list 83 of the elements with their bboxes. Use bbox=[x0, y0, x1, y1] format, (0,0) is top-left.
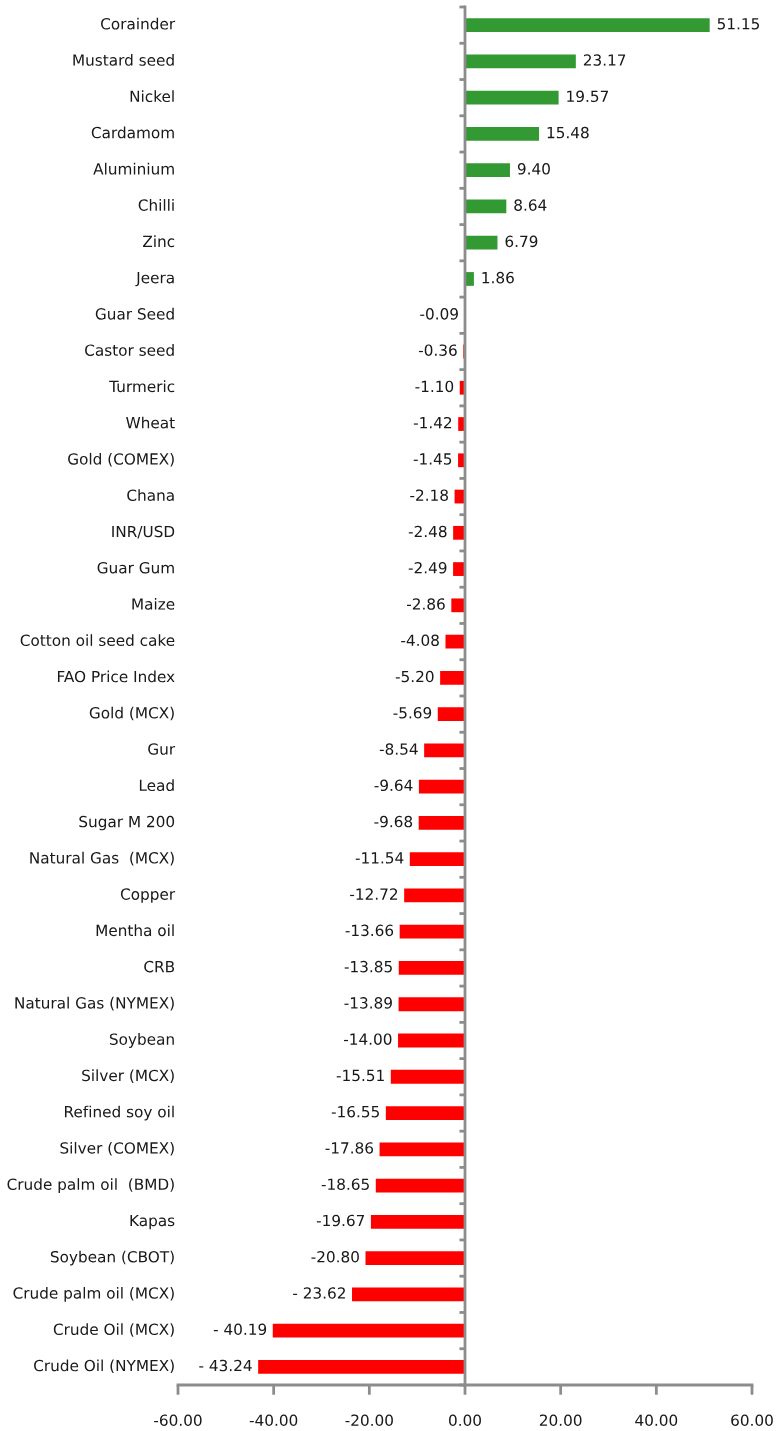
y-tick-label: Natural Gas (MCX) bbox=[30, 851, 174, 866]
y-tick-label: Guar Gum bbox=[97, 561, 174, 574]
data-label: 9.40 bbox=[517, 163, 550, 175]
data-label: -2.86 bbox=[406, 598, 445, 610]
data-label: -20.80 bbox=[311, 1250, 359, 1263]
data-label: 15.48 bbox=[547, 126, 589, 139]
data-label: -5.20 bbox=[395, 670, 434, 683]
y-tick-label: Corainder bbox=[101, 17, 176, 30]
data-label: -1.10 bbox=[415, 380, 454, 393]
y-tick-label: Kapas bbox=[130, 1214, 175, 1230]
y-tick-label: Castor seed bbox=[85, 344, 174, 356]
data-label: 23.17 bbox=[583, 54, 626, 66]
y-tick-label: Sugar M 200 bbox=[79, 815, 175, 831]
data-label: -0.36 bbox=[418, 344, 457, 356]
y-tick-label: Zinc bbox=[143, 235, 175, 248]
y-tick-label: Crude palm oil (MCX) bbox=[13, 1286, 174, 1302]
data-label: -9.68 bbox=[374, 815, 413, 828]
y-tick-label: Soybean (CBOT) bbox=[50, 1250, 174, 1266]
data-label: 8.64 bbox=[514, 199, 547, 211]
y-tick-label: INR/USD bbox=[112, 525, 175, 539]
y-tick-label: Cardamom bbox=[91, 126, 174, 139]
y-tick-label: Turmeric bbox=[109, 380, 175, 393]
x-tick-label: 40.00 bbox=[635, 1414, 678, 1426]
y-tick-label: Gold (MCX) bbox=[89, 706, 174, 721]
y-tick-label: Lead bbox=[139, 779, 174, 792]
y-tick-label: Jeera bbox=[135, 272, 174, 287]
data-label: -13.66 bbox=[345, 924, 394, 937]
x-tick-label: 60.00 bbox=[731, 1414, 773, 1426]
data-label: - 43.24 bbox=[199, 1359, 252, 1372]
y-tick-label: Crude palm oil (BMD) bbox=[7, 1178, 174, 1193]
y-tick-label: Soybean bbox=[109, 1033, 174, 1048]
x-tick-label: -40.00 bbox=[249, 1414, 298, 1426]
data-label: -16.55 bbox=[331, 1105, 379, 1118]
y-tick-label: Silver (MCX) bbox=[82, 1069, 174, 1083]
y-tick-label: Copper bbox=[120, 888, 176, 903]
data-label: -1.45 bbox=[413, 453, 452, 465]
data-label: 6.79 bbox=[505, 235, 538, 248]
data-label: -13.89 bbox=[344, 997, 392, 1009]
data-label: -0.09 bbox=[420, 308, 458, 320]
y-tick-label: Silver (COMEX) bbox=[60, 1141, 174, 1156]
x-tick-label: -20.00 bbox=[345, 1414, 393, 1426]
data-label: 19.57 bbox=[567, 90, 608, 103]
x-tick-label: -60.00 bbox=[154, 1414, 202, 1426]
x-tick-label: 20.00 bbox=[539, 1414, 582, 1426]
y-tick-label: Crude Oil (MCX) bbox=[53, 1323, 174, 1337]
y-tick-label: Nickel bbox=[130, 90, 174, 103]
data-label: -13.85 bbox=[344, 960, 392, 973]
y-tick-label: Gur bbox=[148, 743, 176, 755]
y-tick-label: Guar Seed bbox=[95, 307, 174, 320]
data-label: -2.18 bbox=[410, 489, 448, 501]
y-tick-label: Crude Oil (NYMEX) bbox=[34, 1359, 174, 1374]
y-tick-label: Chilli bbox=[138, 199, 174, 211]
data-label: -1.42 bbox=[413, 416, 452, 429]
y-tick-label: Maize bbox=[132, 597, 175, 610]
data-label: -18.65 bbox=[321, 1178, 369, 1190]
data-label: -8.54 bbox=[379, 743, 418, 755]
y-tick-label: Mustard seed bbox=[73, 54, 174, 66]
data-label: 1.86 bbox=[482, 271, 514, 284]
data-label: -11.54 bbox=[355, 852, 404, 864]
y-tick-label: FAO Price Index bbox=[57, 670, 175, 683]
data-label: -15.51 bbox=[336, 1069, 384, 1082]
data-label: -2.48 bbox=[408, 525, 447, 538]
data-label: -9.64 bbox=[374, 779, 413, 792]
y-tick-label: Aluminium bbox=[93, 162, 174, 175]
data-label: -19.67 bbox=[316, 1214, 365, 1227]
y-tick-label: Chana bbox=[127, 489, 174, 501]
x-tick-label: 0.00 bbox=[449, 1414, 481, 1426]
data-label: - 40.19 bbox=[213, 1323, 267, 1336]
data-label: -12.72 bbox=[350, 888, 398, 900]
data-label: -4.08 bbox=[401, 634, 439, 647]
y-tick-label: Wheat bbox=[126, 416, 175, 429]
y-tick-label: CRB bbox=[144, 960, 175, 973]
data-label: - 23.62 bbox=[293, 1287, 345, 1299]
data-label: -2.49 bbox=[408, 561, 447, 574]
y-tick-label: Natural Gas (NYMEX) bbox=[15, 996, 174, 1011]
y-tick-label: Mentha oil bbox=[96, 924, 174, 937]
data-label: -5.69 bbox=[393, 707, 432, 719]
y-tick-label: Cotton oil seed cake bbox=[20, 634, 175, 647]
y-tick-label: Gold (COMEX) bbox=[68, 452, 174, 467]
data-label: -14.00 bbox=[343, 1033, 392, 1045]
y-tick-label: Refined soy oil bbox=[65, 1105, 174, 1121]
data-label: -17.86 bbox=[325, 1142, 374, 1154]
data-label: 51.15 bbox=[717, 18, 760, 30]
